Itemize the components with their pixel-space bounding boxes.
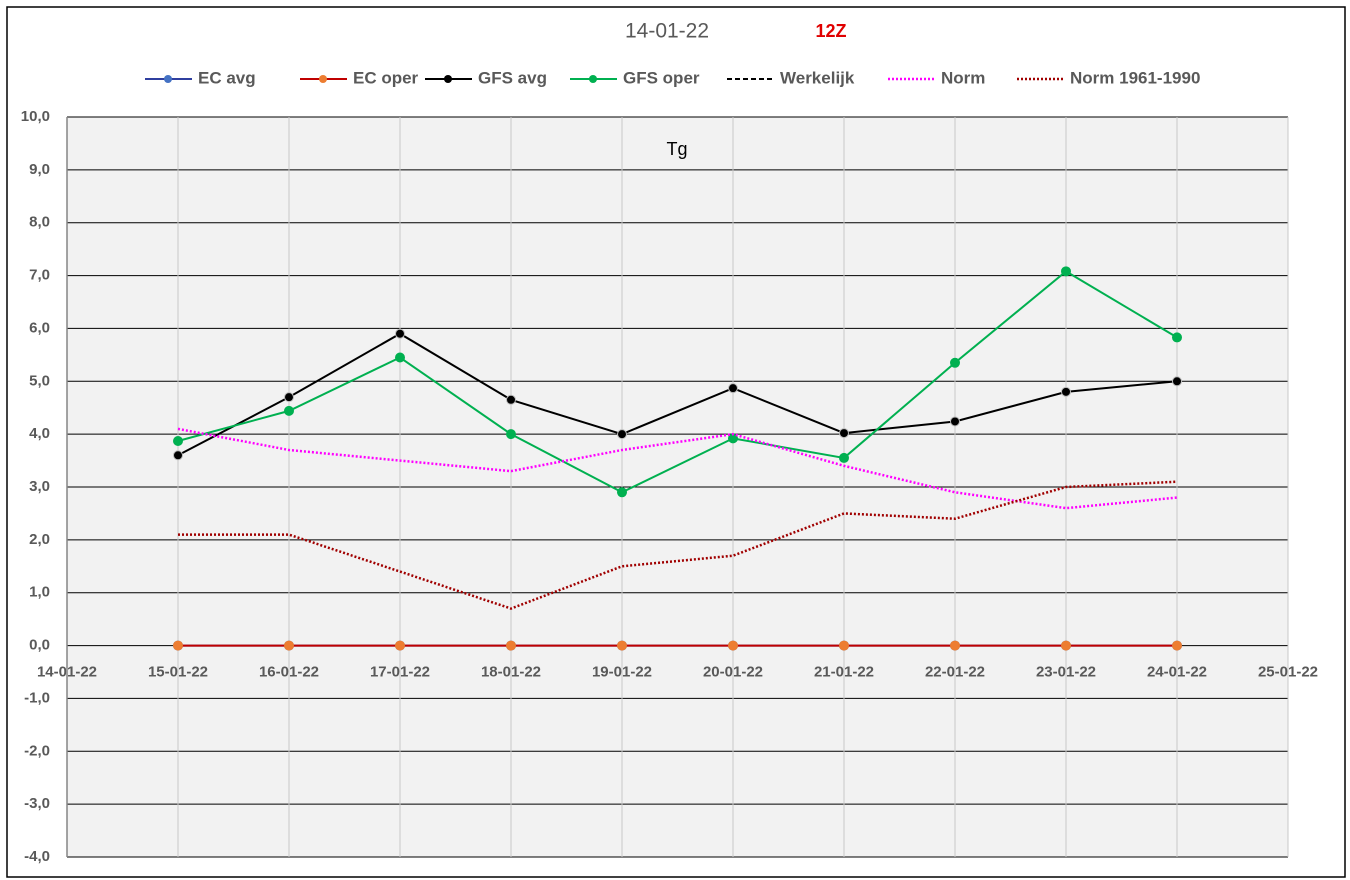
legend: EC avg EC oper GFS avg GFS oper Werkelijk Nor…	[145, 68, 1200, 87]
y-tick-label: 9,0	[29, 161, 50, 178]
y-tick-label: -2,0	[24, 742, 50, 759]
point	[284, 392, 294, 403]
y-tick-label: 4,0	[29, 425, 50, 442]
legend-label: EC oper	[353, 68, 419, 87]
point	[1172, 376, 1182, 387]
x-tick-label: 25-01-22	[1258, 664, 1318, 681]
legend-label: Norm 1961-1990	[1070, 68, 1200, 87]
point	[950, 416, 960, 427]
point	[284, 640, 294, 651]
y-tick-label: 1,0	[29, 584, 50, 601]
point	[839, 452, 849, 463]
series-line	[178, 480, 1178, 610]
series-lines	[173, 266, 1182, 651]
chart-subtitle: 12Z	[815, 21, 846, 41]
point	[173, 450, 183, 461]
point	[1061, 266, 1071, 277]
annotation: Tg	[666, 139, 687, 159]
chart-title: 14-01-22	[625, 20, 709, 43]
y-tick-label: -3,0	[24, 795, 50, 812]
y-tick-label: 10,0	[21, 108, 50, 125]
point	[950, 640, 960, 651]
point	[395, 352, 405, 363]
legend-marker	[444, 75, 452, 83]
point	[1061, 640, 1071, 651]
x-tick-label: 22-01-22	[925, 664, 985, 681]
point	[617, 487, 627, 498]
point	[839, 640, 849, 651]
x-tick-label: 14-01-22	[37, 664, 97, 681]
y-tick-label: -1,0	[24, 689, 50, 706]
x-tick-label: 19-01-22	[592, 664, 652, 681]
y-tick-label: 3,0	[29, 478, 50, 495]
point	[839, 428, 849, 439]
x-tick-label: 15-01-22	[148, 664, 208, 681]
y-tick-label: 2,0	[29, 531, 50, 548]
point	[506, 640, 516, 651]
legend-marker	[164, 75, 172, 83]
y-tick-label: 8,0	[29, 214, 50, 231]
point	[617, 429, 627, 440]
legend-label: GFS oper	[623, 68, 700, 87]
legend-marker	[319, 75, 327, 83]
x-tick-label: 24-01-22	[1147, 664, 1207, 681]
y-tick-label: 7,0	[29, 267, 50, 284]
x-tick-label: 23-01-22	[1036, 664, 1096, 681]
point	[617, 640, 627, 651]
y-tick-label: -4,0	[24, 848, 50, 865]
x-tick-label: 20-01-22	[703, 664, 763, 681]
x-tick-label: 16-01-22	[259, 664, 319, 681]
point	[395, 328, 405, 339]
point	[173, 436, 183, 447]
point	[395, 640, 405, 651]
y-tick-label: 6,0	[29, 319, 50, 336]
point	[1172, 640, 1182, 651]
point	[1172, 332, 1182, 343]
point	[728, 383, 738, 394]
point	[284, 405, 294, 416]
point	[1061, 386, 1071, 397]
y-tick-label: 5,0	[29, 372, 50, 389]
legend-label: GFS avg	[478, 68, 547, 87]
legend-label: EC avg	[198, 68, 256, 87]
series-line	[177, 427, 1178, 510]
point	[506, 394, 516, 405]
point	[173, 640, 183, 651]
y-tick-label: 0,0	[29, 637, 50, 654]
series-line	[177, 332, 1178, 457]
point	[506, 429, 516, 440]
x-tick-label: 18-01-22	[481, 664, 541, 681]
series-line	[177, 270, 1178, 494]
legend-label: Norm	[941, 68, 985, 87]
point	[728, 640, 738, 651]
legend-label: Werkelijk	[780, 68, 855, 87]
x-tick-label: 21-01-22	[814, 664, 874, 681]
x-tick-label: 17-01-22	[370, 664, 430, 681]
point	[950, 357, 960, 368]
legend-marker	[589, 75, 597, 83]
